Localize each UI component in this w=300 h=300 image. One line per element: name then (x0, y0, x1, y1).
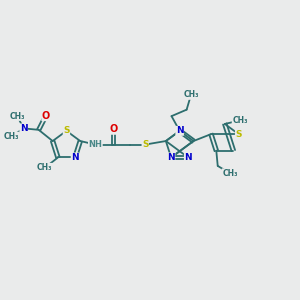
Text: S: S (236, 130, 242, 139)
Text: CH₃: CH₃ (222, 169, 238, 178)
Text: N: N (167, 153, 175, 162)
Text: S: S (63, 126, 70, 135)
Text: N: N (20, 124, 27, 133)
Text: N: N (71, 153, 79, 162)
Text: CH₃: CH₃ (183, 90, 199, 99)
Text: CH₃: CH₃ (232, 116, 248, 125)
Text: N: N (184, 153, 192, 162)
Text: N: N (176, 126, 184, 135)
Text: S: S (142, 140, 148, 149)
Text: CH₃: CH₃ (10, 112, 25, 121)
Text: CH₃: CH₃ (4, 132, 19, 141)
Text: CH₃: CH₃ (37, 163, 52, 172)
Text: O: O (42, 111, 50, 121)
Text: O: O (109, 124, 118, 134)
Text: NH: NH (88, 140, 102, 149)
